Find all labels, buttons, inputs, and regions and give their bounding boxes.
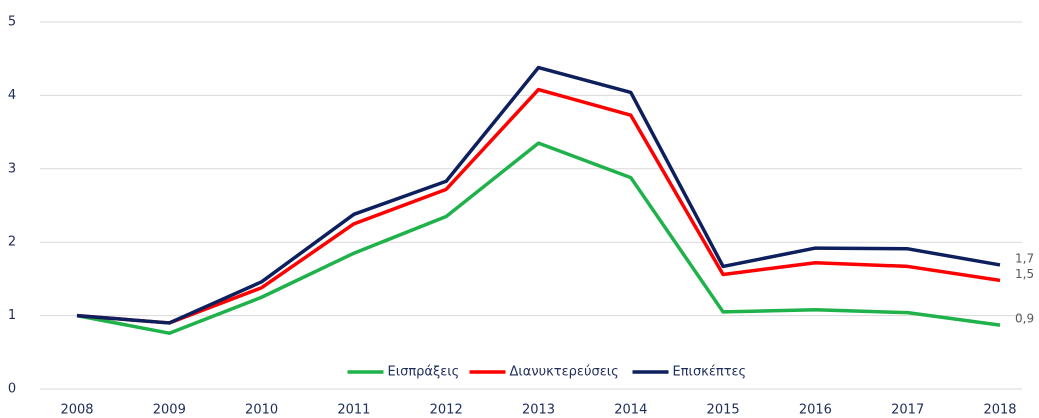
x-tick-label: 2011 [337,403,370,418]
value-label: 0,9 [1015,312,1034,326]
y-tick-label: 3 [8,161,16,176]
legend-label: Εισπράξεις [388,365,460,380]
x-tick-label: 2012 [430,403,463,418]
value-label: 1,5 [1015,267,1034,281]
series-line [76,65,1001,325]
x-tick-label: 2015 [707,403,740,418]
x-tick-label: 2016 [799,403,832,418]
x-tick-label: 2014 [614,403,647,418]
legend-label: Επισκέπτες [673,365,747,380]
y-tick-label: 4 [8,88,16,103]
series-line [76,141,1001,335]
y-tick-label: 0 [8,382,16,397]
x-tick-label: 2013 [522,403,555,418]
x-tick-label: 2018 [983,403,1016,418]
series-line [76,87,1001,325]
y-tick-label: 2 [8,235,16,250]
y-tick-label: 5 [8,15,16,30]
x-tick-label: 2008 [60,403,93,418]
y-tick-label: 1 [8,308,16,323]
x-tick-label: 2017 [891,403,924,418]
x-tick-label: 2010 [245,403,278,418]
legend-label: Διανυκτερεύσεις [510,365,619,380]
value-label: 1,7 [1015,251,1034,265]
x-tick-label: 2009 [153,403,186,418]
